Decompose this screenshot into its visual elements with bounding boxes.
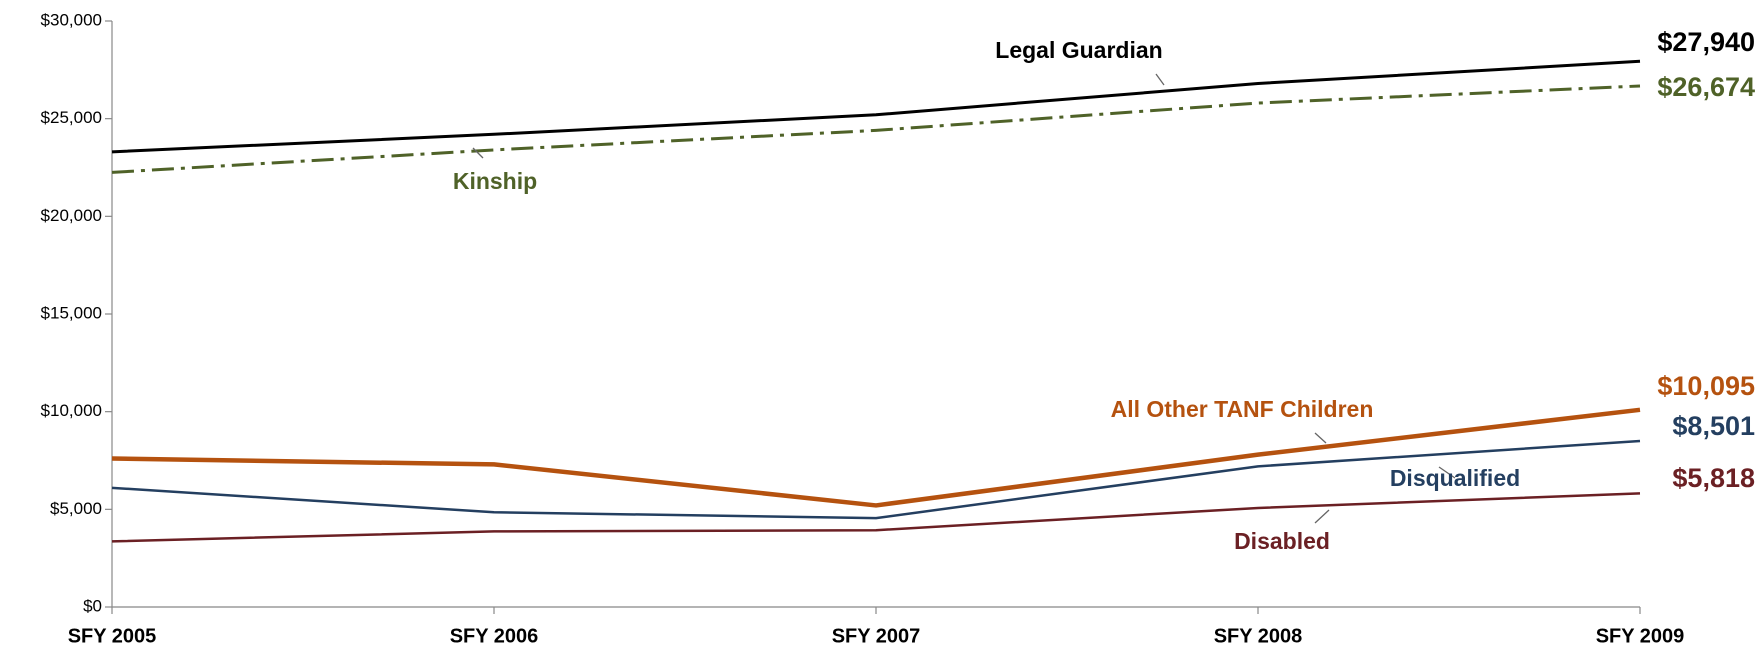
value-label: $5,818 — [1672, 463, 1755, 493]
series-label: All Other TANF Children — [1111, 396, 1374, 422]
value-label: $8,501 — [1672, 411, 1755, 441]
y-tick-label: $30,000 — [41, 10, 102, 29]
x-tick-label: SFY 2009 — [1596, 625, 1685, 647]
x-tick-label: SFY 2008 — [1214, 625, 1303, 647]
label-leader — [1314, 509, 1330, 524]
value-label: $26,674 — [1657, 72, 1755, 102]
y-tick-label: $10,000 — [41, 401, 102, 420]
label-leader — [472, 147, 484, 159]
series-label: Disabled — [1234, 528, 1330, 554]
value-label: $27,940 — [1657, 27, 1755, 57]
series-line — [111, 492, 1641, 543]
value-label: $10,095 — [1657, 371, 1755, 401]
series-label: Disqualified — [1390, 465, 1520, 491]
label-leader — [1314, 432, 1327, 444]
series-line — [111, 59, 1641, 154]
label-leader — [1155, 73, 1165, 86]
y-tick-label: $15,000 — [41, 303, 102, 322]
y-tick-label: $0 — [83, 596, 102, 615]
x-tick-label: SFY 2006 — [450, 625, 539, 647]
y-tick-label: $25,000 — [41, 108, 102, 127]
y-tick-label: $5,000 — [50, 499, 102, 518]
label-leader — [1438, 466, 1456, 479]
series-line — [111, 84, 1641, 174]
y-tick-label: $20,000 — [41, 206, 102, 225]
series-label: Legal Guardian — [995, 37, 1162, 63]
x-tick-label: SFY 2005 — [68, 625, 157, 647]
series-line — [111, 407, 1641, 508]
series-line — [111, 439, 1641, 520]
x-tick-label: SFY 2007 — [832, 625, 921, 647]
series-label: Kinship — [453, 168, 537, 194]
